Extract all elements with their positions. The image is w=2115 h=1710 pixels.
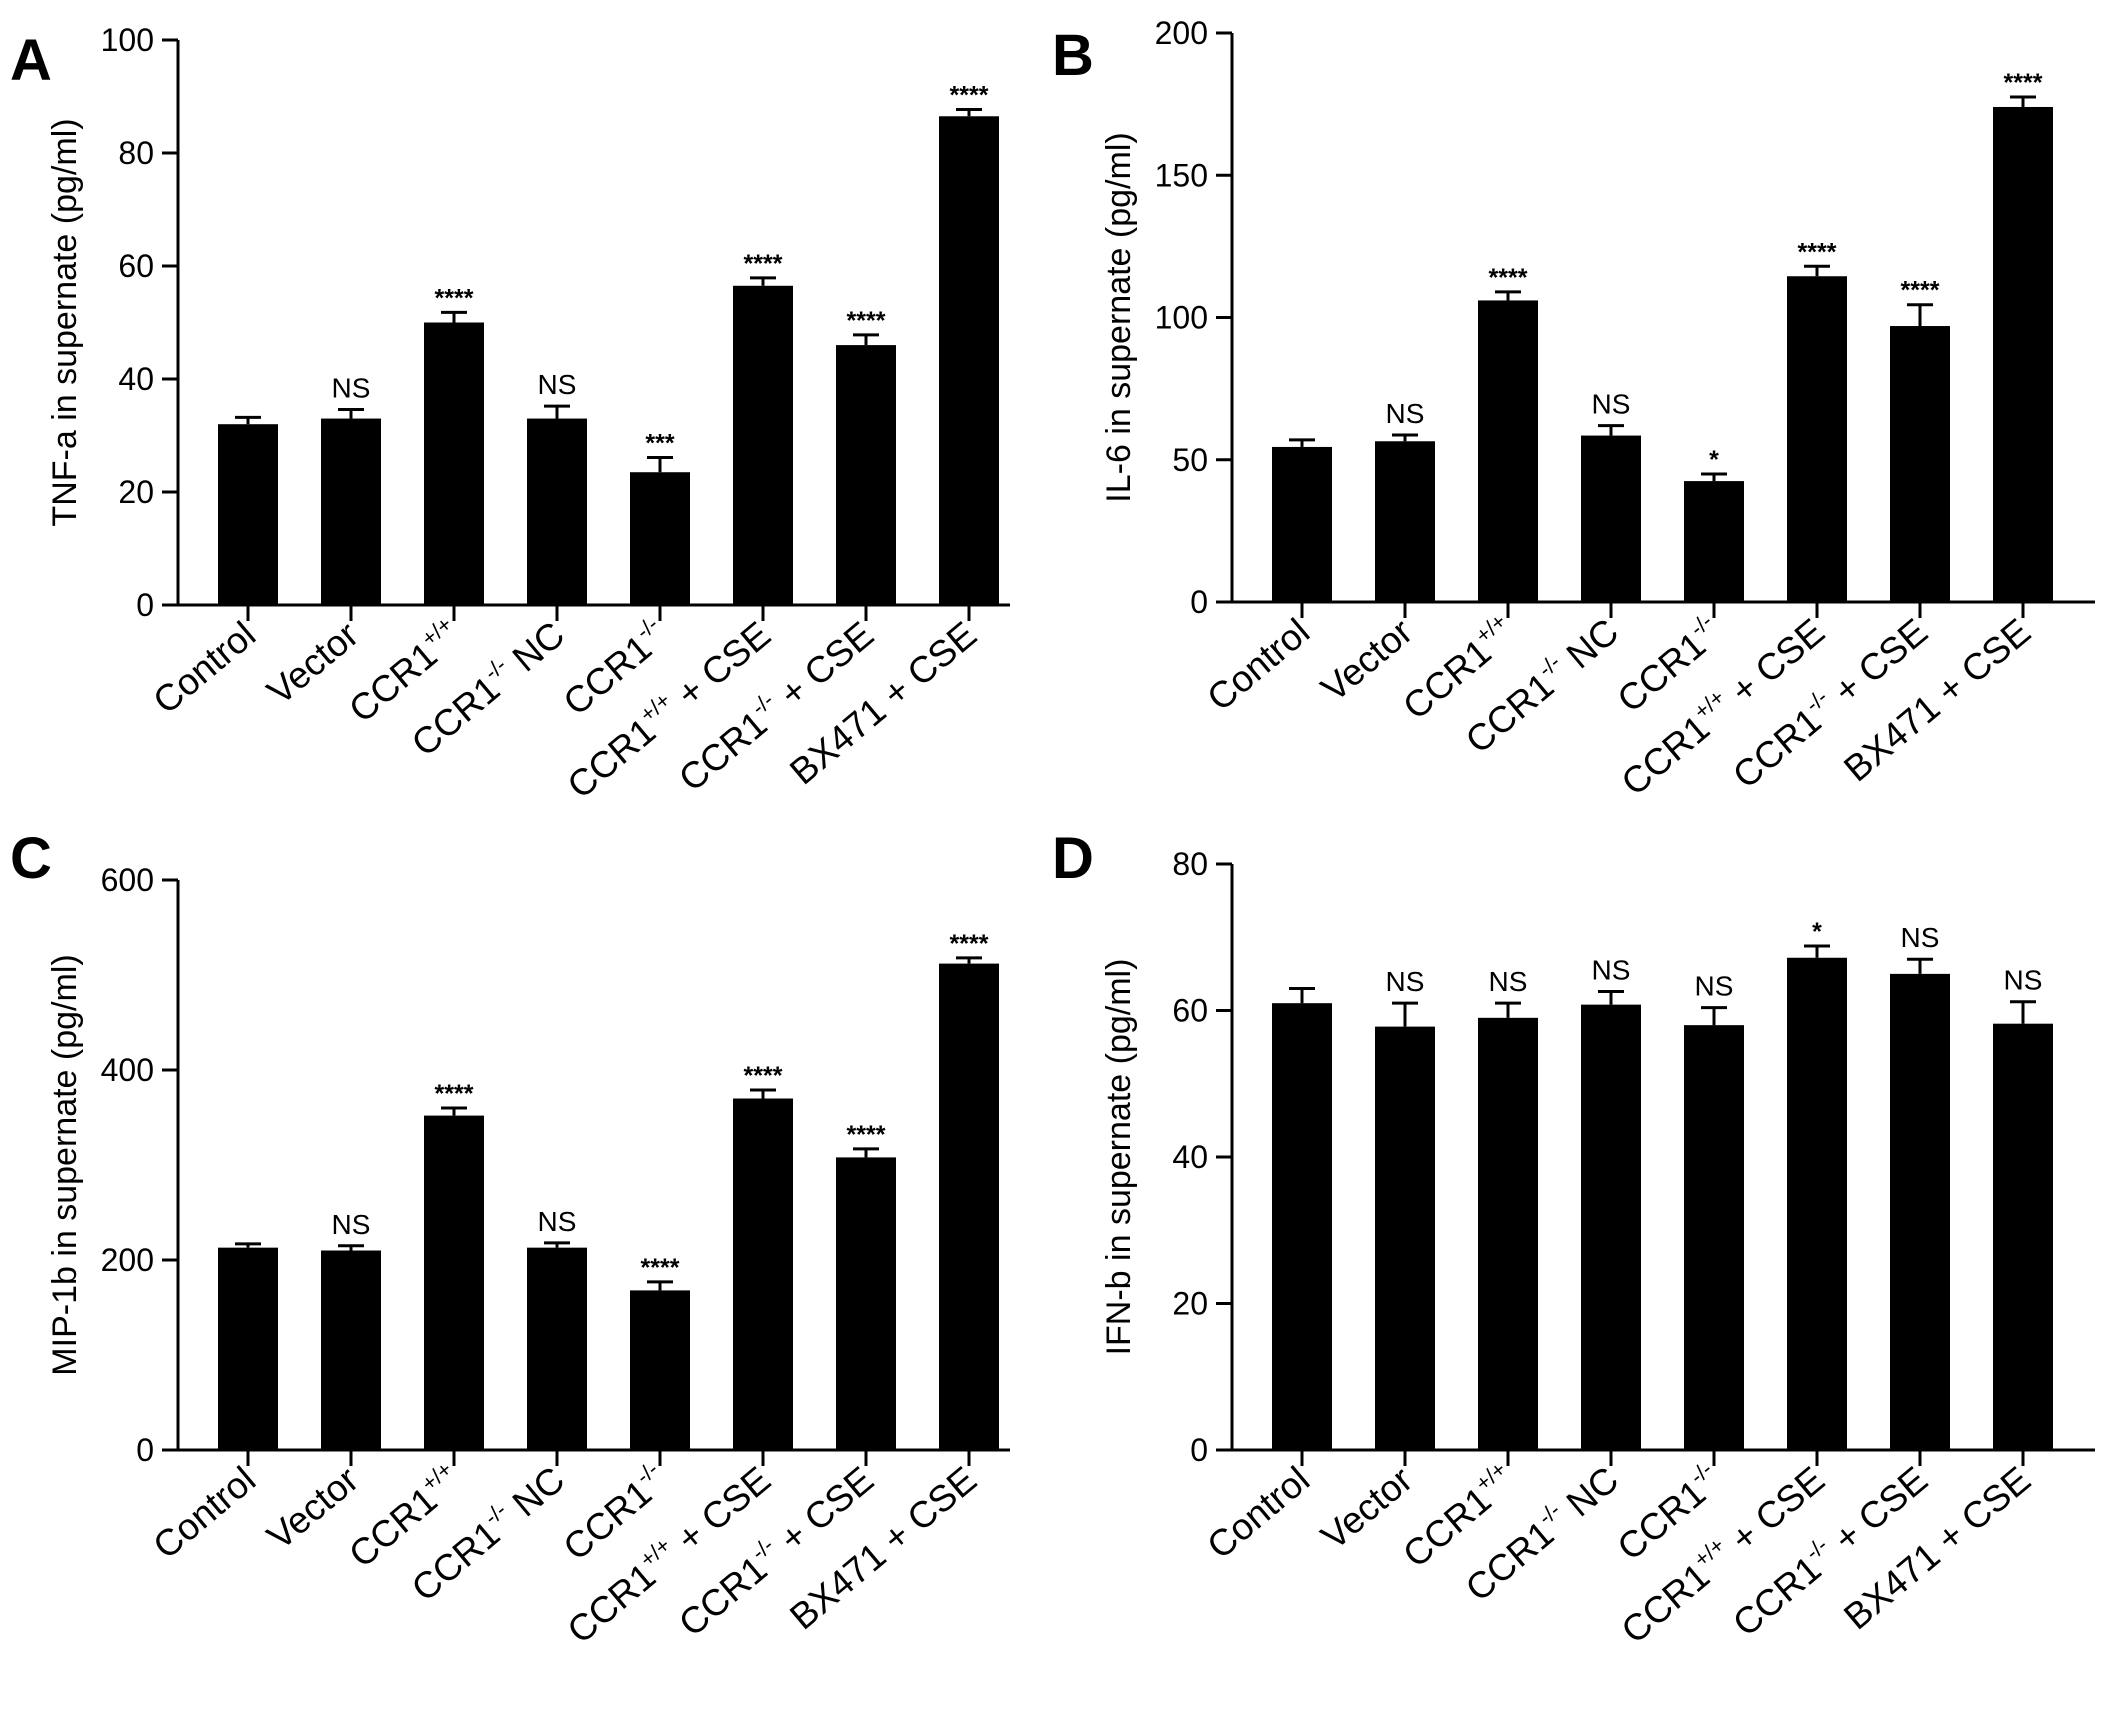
bar — [218, 1247, 278, 1450]
bar — [218, 424, 278, 605]
bar — [424, 322, 484, 605]
bar — [1478, 1017, 1538, 1450]
panel-letter: D — [1052, 826, 1094, 891]
significance-label: * — [1812, 918, 1822, 946]
bar — [1684, 481, 1744, 602]
bar — [1272, 1003, 1332, 1450]
y-tick-label: 20 — [118, 474, 154, 510]
bar — [1684, 1025, 1744, 1450]
significance-label: NS — [1386, 398, 1425, 429]
y-tick-label: 0 — [1190, 1432, 1208, 1468]
significance-label: **** — [2004, 69, 2043, 97]
significance-label: NS — [1695, 971, 1734, 1002]
bar — [321, 1250, 381, 1450]
y-tick-label: 100 — [101, 22, 154, 58]
panel-letter: A — [10, 28, 52, 93]
bar — [939, 963, 999, 1450]
bar — [1375, 441, 1435, 602]
bar — [1787, 276, 1847, 602]
significance-label: **** — [641, 1254, 680, 1282]
bar — [1581, 435, 1641, 602]
bar — [1375, 1026, 1435, 1450]
y-axis-label: MIP-1b in supernate (pg/ml) — [46, 954, 84, 1375]
significance-label: NS — [2004, 965, 2043, 996]
bar — [1272, 446, 1332, 602]
significance-label: **** — [1901, 277, 1940, 305]
y-tick-label: 150 — [1155, 157, 1208, 193]
bar — [733, 285, 793, 605]
bar — [836, 1157, 896, 1450]
significance-label: **** — [744, 250, 783, 278]
y-tick-label: 100 — [1155, 300, 1208, 336]
y-tick-label: 40 — [118, 361, 154, 397]
bar — [527, 418, 587, 605]
significance-label: NS — [538, 369, 577, 400]
bar — [733, 1098, 793, 1450]
significance-label: * — [1709, 446, 1719, 474]
bar — [1890, 973, 1950, 1450]
significance-label: **** — [950, 81, 989, 109]
y-tick-label: 80 — [1172, 846, 1208, 882]
significance-label: NS — [1592, 389, 1631, 420]
bar — [321, 418, 381, 605]
y-tick-label: 40 — [1172, 1139, 1208, 1175]
significance-label: **** — [1489, 264, 1528, 292]
bar — [1581, 1004, 1641, 1450]
significance-label: NS — [1901, 922, 1940, 953]
y-tick-label: 50 — [1172, 442, 1208, 478]
y-tick-label: 400 — [101, 1052, 154, 1088]
significance-label: NS — [1386, 966, 1425, 997]
y-axis-label: IL-6 in supernate (pg/ml) — [1100, 132, 1138, 502]
significance-label: **** — [950, 930, 989, 958]
bar — [1478, 300, 1538, 602]
significance-label: **** — [847, 307, 886, 335]
y-tick-label: 60 — [118, 248, 154, 284]
significance-label: NS — [538, 1206, 577, 1237]
bar — [424, 1115, 484, 1450]
y-tick-label: 0 — [136, 587, 154, 623]
bar — [939, 116, 999, 606]
panel-letter: C — [10, 826, 52, 891]
bar — [1890, 326, 1950, 602]
y-axis-label: TNF-a in supernate (pg/ml) — [46, 118, 84, 526]
y-tick-label: 20 — [1172, 1286, 1208, 1322]
y-tick-label: 60 — [1172, 993, 1208, 1029]
bar — [527, 1247, 587, 1450]
panel-letter: B — [1052, 23, 1094, 88]
y-axis-label: IFN-b in supernate (pg/ml) — [1100, 959, 1138, 1356]
significance-label: NS — [332, 1209, 371, 1240]
bar — [1993, 1023, 2053, 1450]
significance-label: **** — [435, 1080, 474, 1108]
bar — [1787, 957, 1847, 1450]
y-tick-label: 600 — [101, 862, 154, 898]
y-tick-label: 0 — [1190, 584, 1208, 620]
significance-label: **** — [1798, 238, 1837, 266]
significance-label: **** — [847, 1121, 886, 1149]
bar — [836, 345, 896, 605]
bar — [630, 1290, 690, 1450]
significance-label: NS — [1489, 966, 1528, 997]
significance-label: **** — [435, 284, 474, 312]
significance-label: NS — [332, 373, 371, 404]
y-tick-label: 80 — [118, 135, 154, 171]
y-tick-label: 200 — [1155, 15, 1208, 51]
bar — [1993, 106, 2053, 602]
y-tick-label: 200 — [101, 1242, 154, 1278]
bar — [630, 472, 690, 605]
y-tick-label: 0 — [136, 1432, 154, 1468]
significance-label: *** — [645, 430, 674, 458]
significance-label: **** — [744, 1062, 783, 1090]
significance-label: NS — [1592, 954, 1631, 985]
